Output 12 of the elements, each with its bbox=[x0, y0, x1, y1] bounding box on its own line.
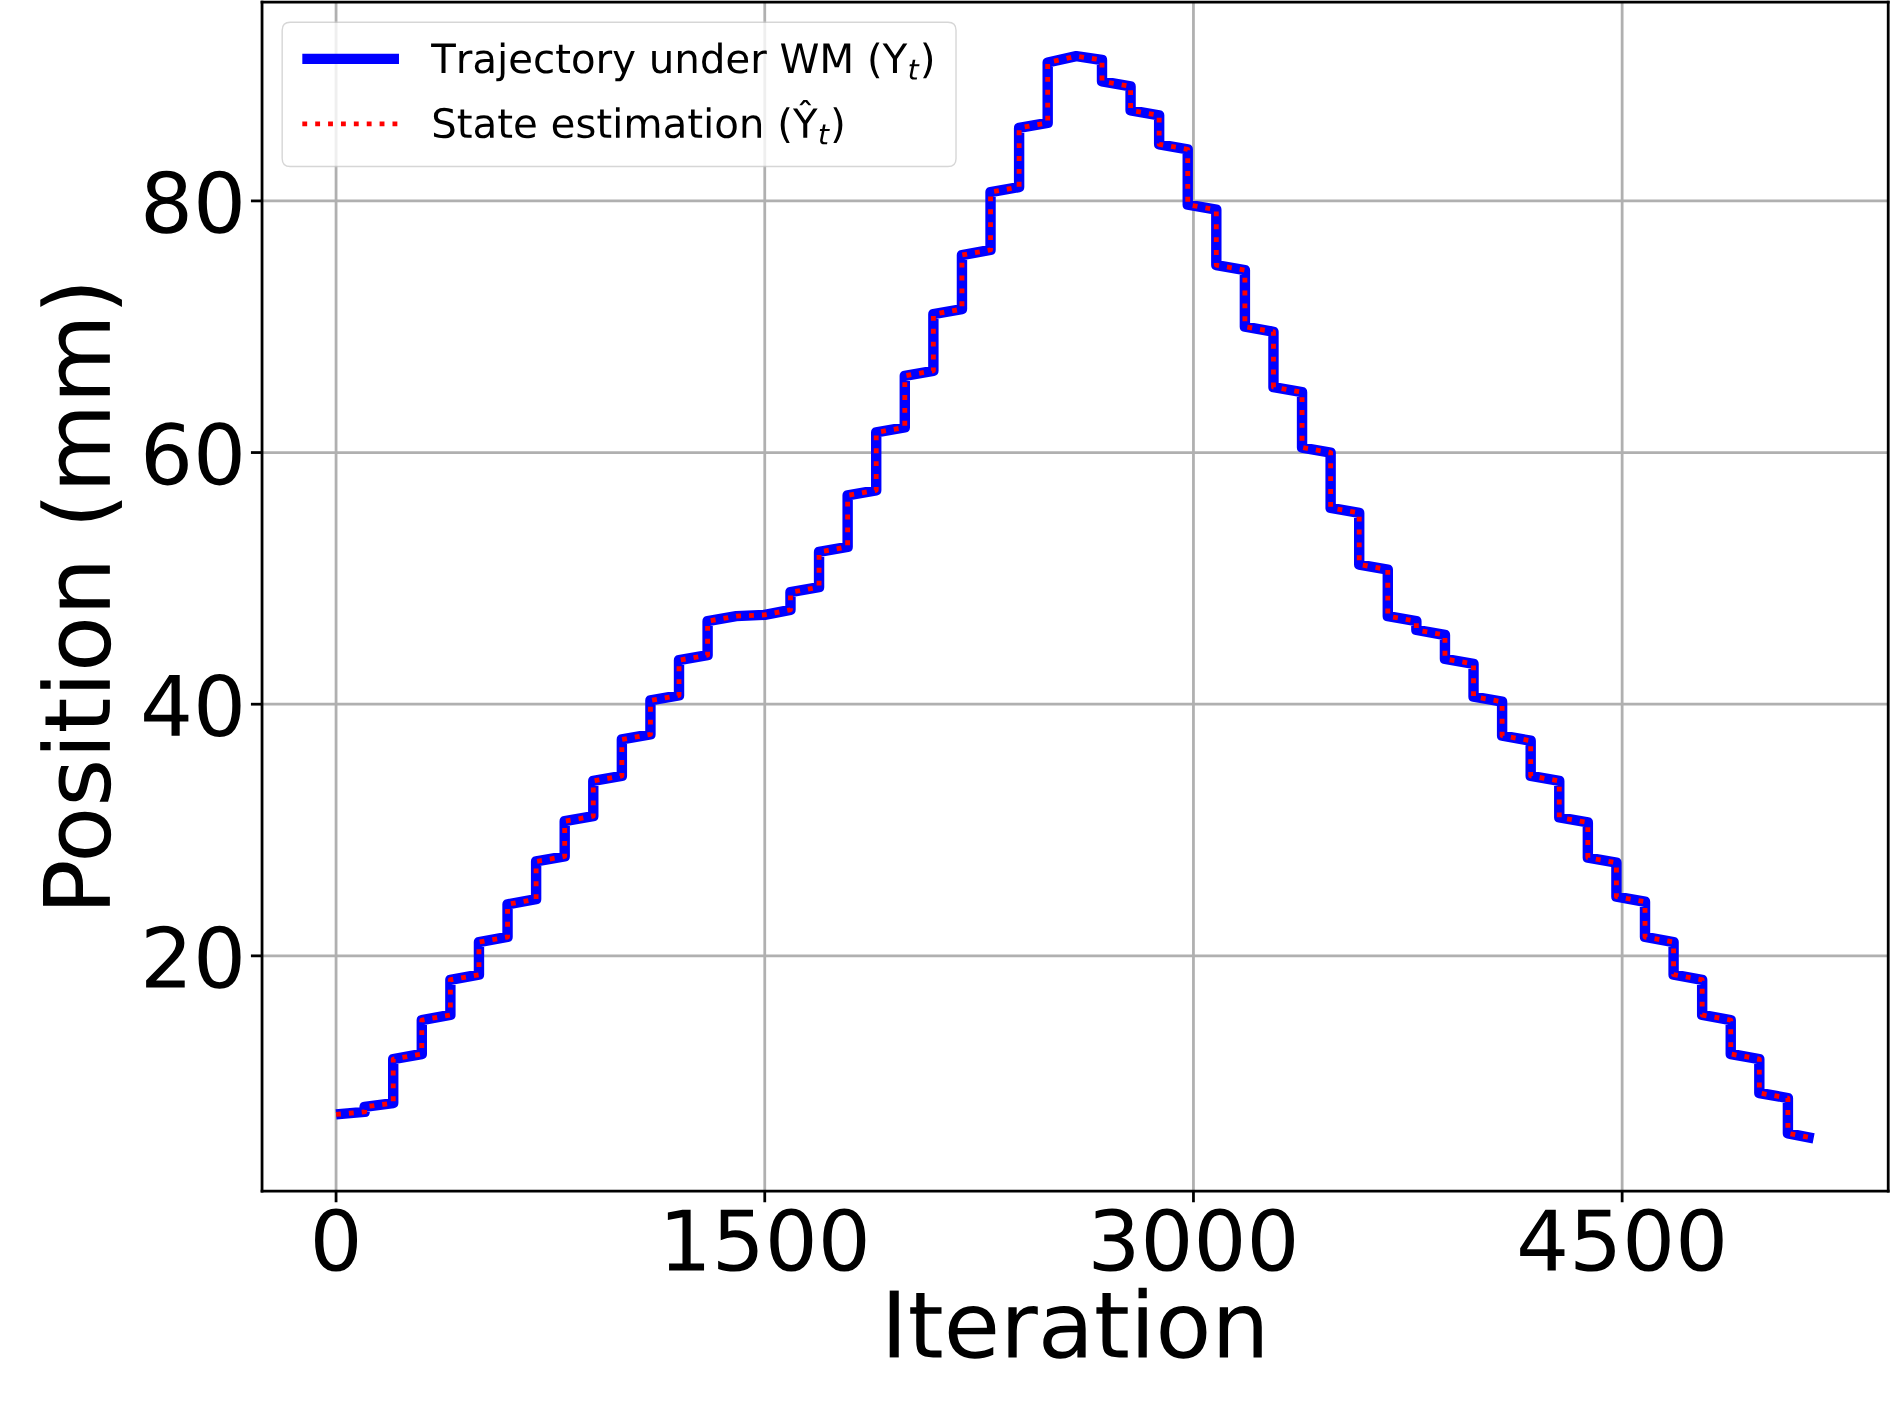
legend-label: State estimation (Ŷ$_{t}$) bbox=[433, 100, 843, 145]
y-tick-label: 40 bbox=[144, 674, 241, 738]
x-tick-label: 1500 bbox=[667, 1208, 866, 1272]
legend-label: Trajectory under WM (Y$_{t}$) bbox=[431, 42, 933, 82]
x-tick-label: 0 bbox=[315, 1208, 358, 1272]
x-axis-title: Iteration bbox=[889, 1287, 1262, 1359]
y-tick-label: 80 bbox=[145, 170, 241, 234]
y-tick-label: 20 bbox=[146, 925, 241, 989]
y-axis-title: Position (mm) bbox=[40, 286, 122, 906]
x-tick-label: 4500 bbox=[1520, 1208, 1723, 1272]
x-tick-label: 3000 bbox=[1093, 1208, 1294, 1272]
y-tick-label: 60 bbox=[145, 422, 241, 486]
